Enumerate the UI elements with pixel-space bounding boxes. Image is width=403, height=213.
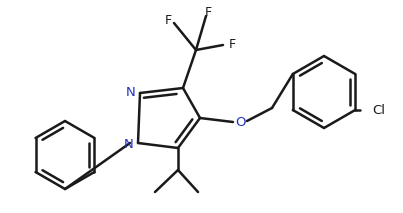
Text: F: F xyxy=(164,13,172,26)
Text: N: N xyxy=(126,86,136,99)
Text: Cl: Cl xyxy=(372,104,385,117)
Text: N: N xyxy=(124,138,134,151)
Text: O: O xyxy=(235,115,245,128)
Text: F: F xyxy=(204,6,212,19)
Text: F: F xyxy=(229,39,236,52)
